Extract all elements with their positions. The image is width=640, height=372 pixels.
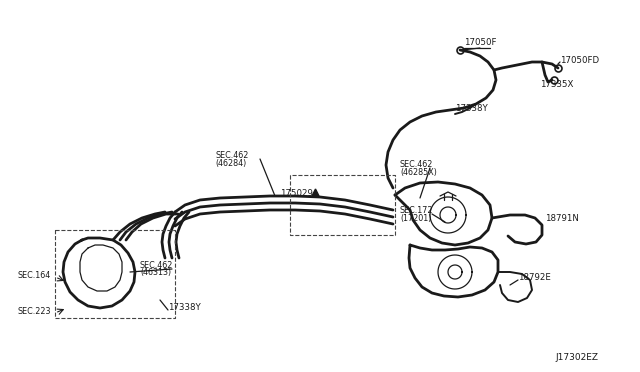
Text: 17338Y: 17338Y bbox=[168, 304, 201, 312]
Text: SEC.172: SEC.172 bbox=[400, 205, 433, 215]
Text: 18792E: 18792E bbox=[518, 273, 551, 282]
Text: SEC.223: SEC.223 bbox=[18, 308, 51, 317]
Text: 18791N: 18791N bbox=[545, 214, 579, 222]
Text: (46284): (46284) bbox=[215, 158, 246, 167]
Text: (46285X): (46285X) bbox=[400, 167, 437, 176]
Text: J17302EZ: J17302EZ bbox=[555, 353, 598, 362]
Text: 17050FD: 17050FD bbox=[560, 55, 599, 64]
Text: 17338Y: 17338Y bbox=[455, 103, 488, 112]
Text: 17335X: 17335X bbox=[540, 80, 573, 89]
Text: 175029: 175029 bbox=[280, 189, 313, 198]
Text: SEC.164: SEC.164 bbox=[18, 270, 51, 279]
Text: SEC.462: SEC.462 bbox=[400, 160, 433, 169]
Text: SEC.462: SEC.462 bbox=[215, 151, 248, 160]
Text: SEC.462: SEC.462 bbox=[140, 260, 173, 269]
Polygon shape bbox=[312, 189, 319, 196]
Text: 17050F: 17050F bbox=[464, 38, 497, 46]
Text: (46313): (46313) bbox=[140, 269, 171, 278]
Text: (17201): (17201) bbox=[400, 214, 431, 222]
